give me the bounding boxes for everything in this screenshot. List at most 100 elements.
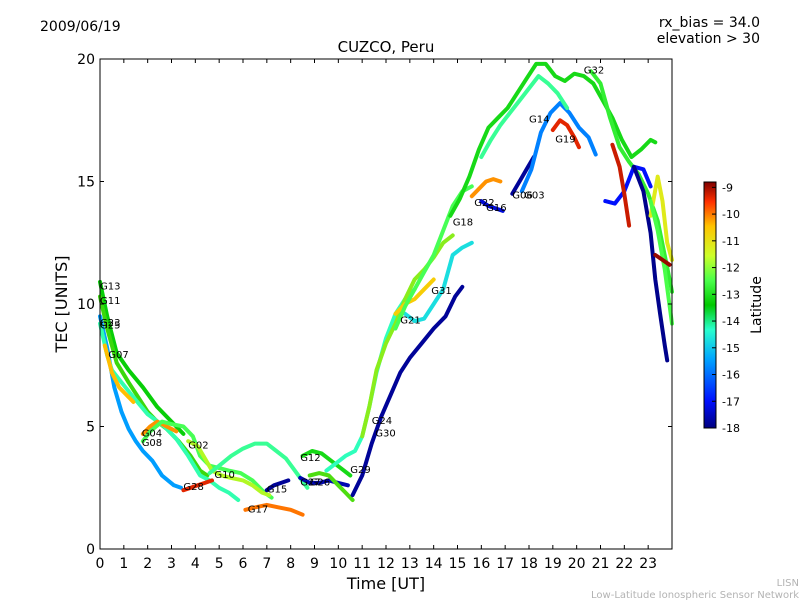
satellite-label-g02: G02 <box>188 441 208 452</box>
y-axis-label: TEC [UNITS] <box>52 256 71 354</box>
satellite-label-g29: G29 <box>350 465 370 476</box>
satellite-label-g28: G28 <box>183 482 203 493</box>
satellite-label-g32: G32 <box>584 66 604 77</box>
satellite-label-g23: G23 <box>100 318 120 329</box>
series-g27 <box>298 475 350 488</box>
satellite-label-g14: G14 <box>529 115 549 126</box>
elevation-label: elevation > 30 <box>657 31 760 47</box>
x-tick-label: 23 <box>639 556 657 572</box>
colorbar-tick-label: -17 <box>722 395 740 408</box>
series-g02 <box>186 439 272 498</box>
satellite-label-g13: G13 <box>100 281 120 292</box>
y-axis: 0 5 10 15 20 <box>77 52 672 558</box>
colorbar-tick-label: -9 <box>722 181 733 194</box>
colorbar-label: Latitude <box>749 276 765 334</box>
colorbar-tick-label: -15 <box>722 342 740 355</box>
satellite-label-g30: G30 <box>375 428 395 439</box>
x-tick-label: 10 <box>329 556 347 572</box>
x-tick-label: 2 <box>143 556 152 572</box>
x-tick-label: 15 <box>449 556 467 572</box>
series-g17 <box>243 502 305 517</box>
satellite-label-g12: G12 <box>300 453 320 464</box>
satellite-label-g27: G27 <box>300 477 320 488</box>
satellite-label-g21: G21 <box>400 316 420 327</box>
series-g16 <box>479 199 505 213</box>
date-label: 2009/06/19 <box>40 19 121 35</box>
y-tick-label: 10 <box>77 297 95 313</box>
colorbar-tick-label: -11 <box>722 235 740 248</box>
x-tick-label: 1 <box>119 556 128 572</box>
satellite-label-g19: G19 <box>555 134 575 145</box>
series-g07 <box>102 343 136 404</box>
satellite-label-g03: G03 <box>524 191 544 202</box>
satellite-label-g26: G26 <box>310 477 330 488</box>
footer-org-short: LISN <box>777 578 799 589</box>
x-tick-label: 18 <box>520 556 538 572</box>
series-g10 <box>207 441 310 490</box>
satellite-label-g10: G10 <box>214 470 234 481</box>
x-tick-label: 12 <box>377 556 395 572</box>
colorbar-tick-label: -18 <box>722 422 740 435</box>
x-tick-label: 19 <box>544 556 562 572</box>
satellite-label-g17: G17 <box>248 504 268 515</box>
colorbar-tick-label: -12 <box>722 262 740 275</box>
series-g06 <box>510 155 536 196</box>
footer-org-name: Low-Latitude Ionospheric Sensor Network <box>591 590 799 600</box>
satellite-label-g24: G24 <box>372 416 392 427</box>
x-tick-label: 6 <box>239 556 248 572</box>
rx-bias-label: rx_bias = 34.0 <box>659 15 760 31</box>
satellite-label-g15: G15 <box>267 485 287 496</box>
x-tick-label: 4 <box>191 556 200 572</box>
x-tick-label: 0 <box>96 556 105 572</box>
x-tick-label: 11 <box>353 556 371 572</box>
series-g32 <box>448 61 658 218</box>
y-tick-label: 5 <box>86 420 95 436</box>
colorbar-ticks: -9 -10 -11 -12 -13 -14 -15 -16 -17 -18 <box>712 181 740 435</box>
series-track-34 <box>653 253 672 267</box>
x-tick-label: 3 <box>167 556 176 572</box>
series-g04 <box>140 419 179 436</box>
satellite-label-g18: G18 <box>453 218 473 229</box>
series-g31 <box>403 240 474 324</box>
colorbar-tick-label: -16 <box>722 369 740 382</box>
satellite-label-g22: G22 <box>474 198 494 209</box>
x-tick-label: 13 <box>401 556 419 572</box>
series-layer <box>98 61 674 517</box>
x-tick-label: 14 <box>425 556 443 572</box>
x-tick-label: 16 <box>472 556 490 572</box>
satellite-label-g25: G25 <box>100 321 120 332</box>
x-axis: 0 1 2 3 4 5 6 7 8 9 10 11 12 13 14 15 16 17 18 19 20 21 22 23 <box>96 59 657 572</box>
series-g28 <box>181 478 214 493</box>
series-track-31 <box>648 174 674 262</box>
colorbar-tick-label: -14 <box>722 315 740 328</box>
series-track-30 <box>631 164 670 363</box>
series-g26 <box>307 471 355 502</box>
colorbar <box>703 181 717 429</box>
y-tick-label: 20 <box>77 52 95 68</box>
series-g12 <box>300 449 353 478</box>
y-tick-label: 15 <box>77 175 95 191</box>
satellite-label-g04: G04 <box>142 428 162 439</box>
x-tick-label: 22 <box>615 556 633 572</box>
satellite-label-g07: G07 <box>108 350 128 361</box>
colorbar-tick-label: -13 <box>722 288 740 301</box>
colorbar-tick-label: -10 <box>722 208 740 221</box>
series-g30 <box>350 284 465 498</box>
x-tick-label: 7 <box>262 556 271 572</box>
satellite-label-g31: G31 <box>431 286 451 297</box>
satellite-label-g08: G08 <box>142 438 162 449</box>
series-g13 <box>98 279 186 436</box>
satellite-label-g11: G11 <box>100 296 120 307</box>
series-g19 <box>550 118 581 150</box>
series-track-32 <box>648 199 674 326</box>
series-g14 <box>479 74 570 159</box>
satellite-label-g16: G16 <box>486 203 506 214</box>
x-tick-label: 21 <box>592 556 610 572</box>
series-g21 <box>393 277 436 316</box>
y-tick-label: 0 <box>86 542 95 558</box>
x-tick-label: 5 <box>215 556 224 572</box>
series-track-29 <box>603 164 653 206</box>
x-axis-label: Time [UT] <box>346 574 425 593</box>
